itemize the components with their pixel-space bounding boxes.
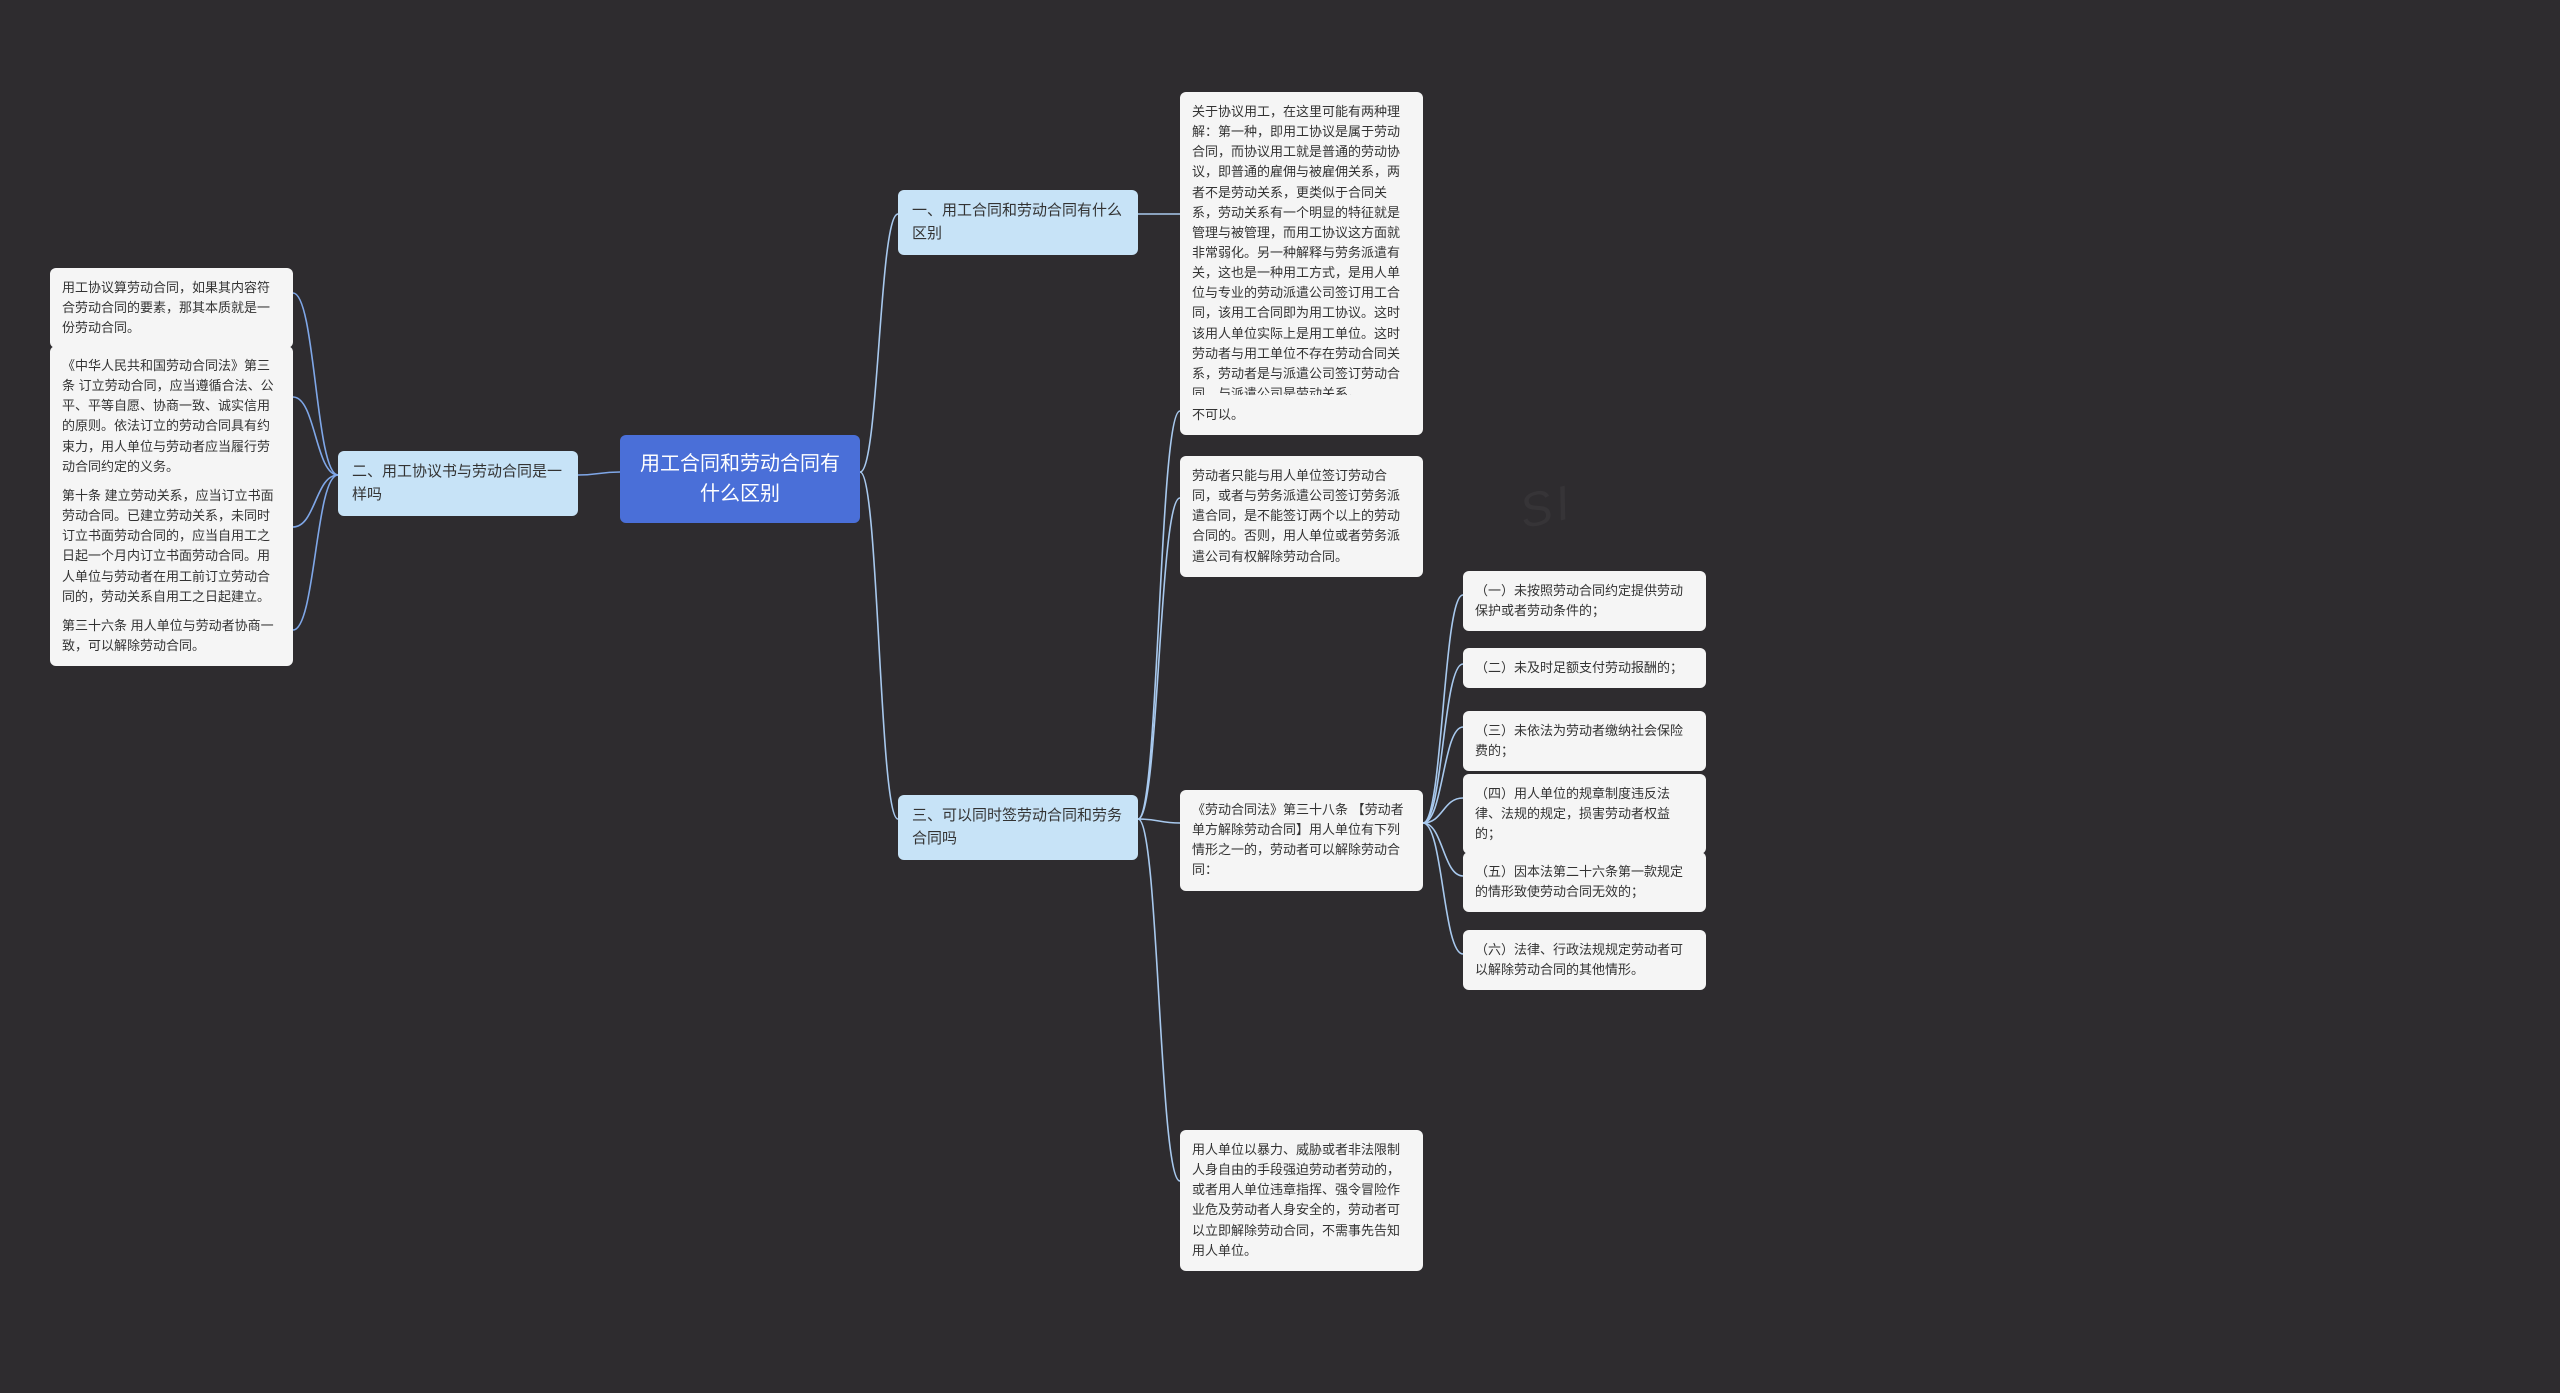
branch-b3-label: 三、可以同时签劳动合同和劳务合同吗	[912, 805, 1124, 850]
leaf-l3b[interactable]: 劳动者只能与用人单位签订劳动合同，或者与劳务派遣公司签订劳务派遣合同，是不能签订…	[1180, 456, 1423, 577]
leaf-l2b[interactable]: 《中华人民共和国劳动合同法》第三条 订立劳动合同，应当遵循合法、公平、平等自愿、…	[50, 346, 293, 487]
leaf-l3c6[interactable]: （六）法律、行政法规规定劳动者可以解除劳动合同的其他情形。	[1463, 930, 1706, 990]
edge-l3c-l3c4	[1423, 798, 1463, 823]
leaf-l3c2-label: （二）未及时足额支付劳动报酬的；	[1475, 660, 1683, 675]
leaf-l3c4-label: （四）用人单位的规章制度违反法律、法规的规定，损害劳动者权益的；	[1475, 786, 1670, 841]
branch-b2[interactable]: 二、用工协议书与劳动合同是一样吗	[338, 451, 578, 516]
branch-b3[interactable]: 三、可以同时签劳动合同和劳务合同吗	[898, 795, 1138, 860]
edge-root-b2	[578, 472, 620, 475]
branch-b1-label: 一、用工合同和劳动合同有什么区别	[912, 200, 1124, 245]
leaf-l3c-label: 《劳动合同法》第三十八条 【劳动者单方解除劳动合同】用人单位有下列情形之一的，劳…	[1192, 802, 1404, 877]
edge-b2-l2a	[293, 293, 338, 475]
edge-l3c-l3c2	[1423, 664, 1463, 823]
edge-l3c-l3c1	[1423, 595, 1463, 823]
edge-b3-l3b	[1138, 498, 1180, 819]
leaf-l3c1-label: （一）未按照劳动合同约定提供劳动保护或者劳动条件的；	[1475, 583, 1683, 618]
edge-l3c-l3c5	[1423, 823, 1463, 876]
leaf-l3d-label: 用人单位以暴力、威胁或者非法限制人身自由的手段强迫劳动者劳动的，或者用人单位违章…	[1192, 1142, 1400, 1258]
leaf-l3c3[interactable]: （三）未依法为劳动者缴纳社会保险费的；	[1463, 711, 1706, 771]
leaf-l3b-label: 劳动者只能与用人单位签订劳动合同，或者与劳务派遣公司签订劳务派遣合同，是不能签订…	[1192, 468, 1400, 564]
leaf-l1a[interactable]: 关于协议用工，在这里可能有两种理解：第一种，即用工协议是属于劳动合同，而协议用工…	[1180, 92, 1423, 414]
edge-b2-l2d	[293, 475, 338, 630]
edge-b3-l3a	[1138, 411, 1180, 819]
edge-root-b1	[860, 214, 898, 472]
leaf-l3a[interactable]: 不可以。	[1180, 395, 1423, 435]
leaf-l3c3-label: （三）未依法为劳动者缴纳社会保险费的；	[1475, 723, 1683, 758]
leaf-l3a-label: 不可以。	[1192, 407, 1244, 422]
leaf-l3c1[interactable]: （一）未按照劳动合同约定提供劳动保护或者劳动条件的；	[1463, 571, 1706, 631]
edge-root-b3	[860, 472, 898, 819]
leaf-l2a[interactable]: 用工协议算劳动合同，如果其内容符合劳动合同的要素，那其本质就是一份劳动合同。	[50, 268, 293, 348]
branch-b2-label: 二、用工协议书与劳动合同是一样吗	[352, 461, 564, 506]
leaf-l2a-label: 用工协议算劳动合同，如果其内容符合劳动合同的要素，那其本质就是一份劳动合同。	[62, 280, 270, 335]
root-node-label: 用工合同和劳动合同有什么区别	[638, 449, 842, 509]
edge-b3-l3c	[1138, 819, 1180, 823]
edge-l3c-l3c3	[1423, 727, 1463, 823]
leaf-l2d-label: 第三十六条 用人单位与劳动者协商一致，可以解除劳动合同。	[62, 618, 274, 653]
leaf-l1a-label: 关于协议用工，在这里可能有两种理解：第一种，即用工协议是属于劳动合同，而协议用工…	[1192, 104, 1400, 401]
leaf-l3c2[interactable]: （二）未及时足额支付劳动报酬的；	[1463, 648, 1706, 688]
root-node[interactable]: 用工合同和劳动合同有什么区别	[620, 435, 860, 523]
branch-b1[interactable]: 一、用工合同和劳动合同有什么区别	[898, 190, 1138, 255]
leaf-l3c5-label: （五）因本法第二十六条第一款规定的情形致使劳动合同无效的；	[1475, 864, 1683, 899]
edge-b2-l2b	[293, 397, 338, 475]
leaf-l3c4[interactable]: （四）用人单位的规章制度违反法律、法规的规定，损害劳动者权益的；	[1463, 774, 1706, 854]
edge-b3-l3d	[1138, 819, 1180, 1181]
watermark-1: SI	[1515, 475, 1579, 540]
edge-l3c-l3c6	[1423, 823, 1463, 954]
leaf-l3c5[interactable]: （五）因本法第二十六条第一款规定的情形致使劳动合同无效的；	[1463, 852, 1706, 912]
leaf-l2d[interactable]: 第三十六条 用人单位与劳动者协商一致，可以解除劳动合同。	[50, 606, 293, 666]
leaf-l2c-label: 第十条 建立劳动关系，应当订立书面劳动合同。已建立劳动关系，未同时订立书面劳动合…	[62, 488, 274, 604]
leaf-l2c[interactable]: 第十条 建立劳动关系，应当订立书面劳动合同。已建立劳动关系，未同时订立书面劳动合…	[50, 476, 293, 617]
leaf-l3c6-label: （六）法律、行政法规规定劳动者可以解除劳动合同的其他情形。	[1475, 942, 1683, 977]
leaf-l3d[interactable]: 用人单位以暴力、威胁或者非法限制人身自由的手段强迫劳动者劳动的，或者用人单位违章…	[1180, 1130, 1423, 1271]
leaf-l3c[interactable]: 《劳动合同法》第三十八条 【劳动者单方解除劳动合同】用人单位有下列情形之一的，劳…	[1180, 790, 1423, 891]
leaf-l2b-label: 《中华人民共和国劳动合同法》第三条 订立劳动合同，应当遵循合法、公平、平等自愿、…	[62, 358, 274, 474]
edge-b2-l2c	[293, 475, 338, 527]
